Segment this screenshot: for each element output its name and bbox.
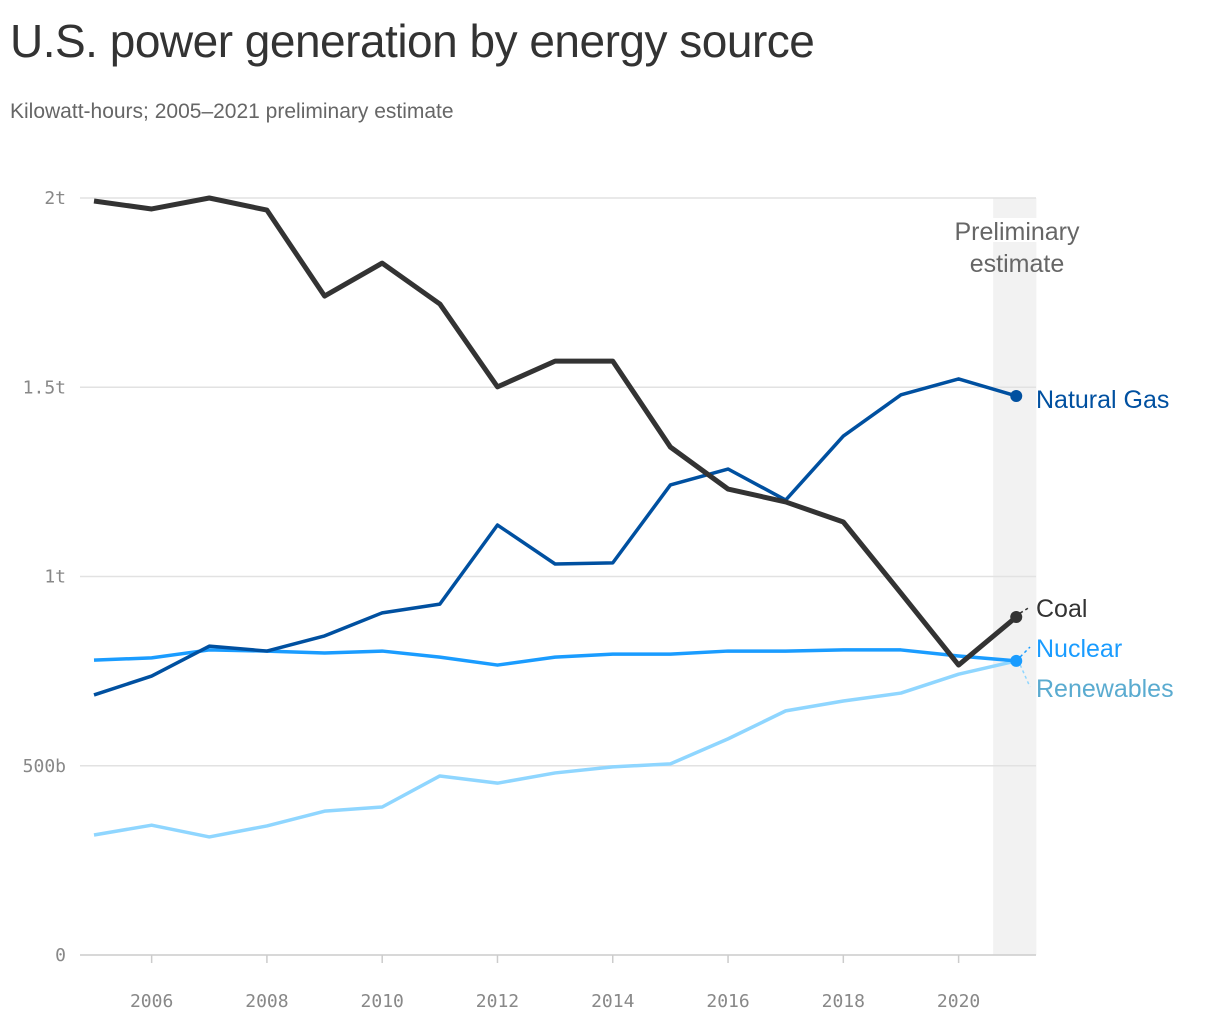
annotation-bg (936, 218, 1093, 242)
series-label-nuclear: Nuclear (1036, 635, 1122, 663)
chart-title: U.S. power generation by energy source (10, 15, 815, 67)
y-tick-label: 1.5t (23, 377, 66, 398)
series-line-renewables (93, 659, 1017, 839)
x-tick-label: 2020 (937, 991, 980, 1012)
end-point-nuclear (1010, 654, 1023, 667)
end-point-coal (1010, 610, 1023, 623)
series-label-renewables: Renewables (1036, 675, 1174, 703)
series-label-natural-gas: Natural Gas (1036, 386, 1169, 414)
annotation-text: estimate (970, 250, 1064, 278)
series-label-coal: Coal (1036, 595, 1087, 623)
x-tick-label: 2018 (822, 991, 865, 1012)
label-leader-coal (1019, 606, 1031, 614)
y-tick-label: 0 (55, 945, 66, 966)
chart-subtitle: Kilowatt-hours; 2005–2021 preliminary es… (10, 100, 454, 123)
x-tick-label: 2006 (130, 991, 173, 1012)
x-tick-label: 2008 (245, 991, 288, 1012)
x-tick-label: 2014 (591, 991, 634, 1012)
series-line-nuclear (93, 648, 1017, 667)
x-tick-label: 2012 (476, 991, 519, 1012)
end-point-natural-gas (1010, 389, 1023, 402)
label-leader-nuclear (1019, 646, 1031, 658)
series-line-natural-gas (93, 377, 1017, 697)
y-tick-label: 2t (44, 188, 66, 209)
series-line-coal (93, 195, 1018, 668)
label-leader-renewables (1019, 664, 1031, 688)
x-tick-label: 2016 (706, 991, 749, 1012)
x-tick-label: 2010 (361, 991, 404, 1012)
y-tick-label: 1t (44, 567, 66, 588)
y-tick-label: 500b (23, 756, 66, 777)
annotation-text: Preliminary (954, 218, 1080, 246)
